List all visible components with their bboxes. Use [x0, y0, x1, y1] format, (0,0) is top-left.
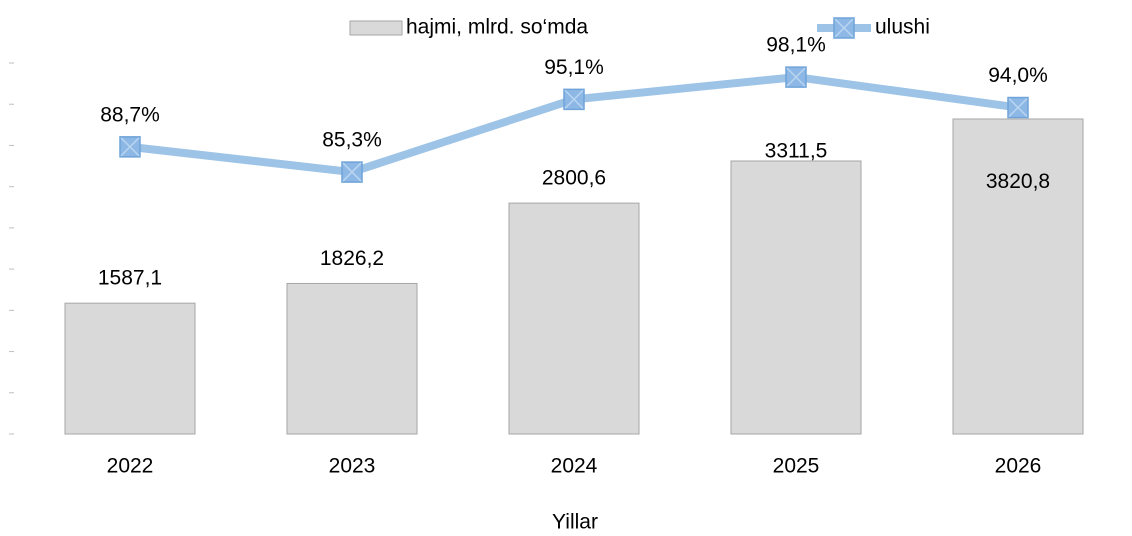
- line-marker: [563, 88, 585, 111]
- bar: [286, 282, 418, 435]
- data-label: 88,7%: [100, 103, 160, 126]
- marker-cross: [564, 89, 584, 109]
- legend-marker-cross: [834, 18, 854, 38]
- bar: [952, 118, 1084, 435]
- marker-cross: [342, 162, 362, 182]
- data-label: 1587,1: [98, 267, 162, 290]
- x-tick-label: 2022: [107, 455, 154, 478]
- data-label: 3820,8: [986, 170, 1050, 193]
- line-marker: [341, 161, 363, 183]
- legend-label: hajmi, mlrd. so‘mda: [406, 16, 588, 39]
- bar: [64, 302, 196, 435]
- data-label: 2800,6: [542, 167, 606, 190]
- legend-label: ulushi: [875, 16, 930, 39]
- x-tick-label: 2025: [773, 455, 820, 478]
- line-marker: [785, 66, 807, 88]
- x-tick-label: 2026: [995, 455, 1042, 478]
- data-label: 85,3%: [322, 129, 382, 152]
- data-label: 98,1%: [766, 34, 826, 57]
- data-label: 3311,5: [765, 140, 828, 163]
- bar: [508, 202, 640, 435]
- x-axis-title: Yillar: [552, 511, 598, 534]
- x-tick-label: 2024: [551, 455, 598, 478]
- data-label: 1826,2: [320, 247, 384, 270]
- line-marker: [1007, 96, 1029, 119]
- x-tick-label: 2023: [329, 455, 376, 478]
- data-label: 95,1%: [544, 56, 604, 79]
- marker-cross: [120, 137, 140, 157]
- bar: [730, 160, 862, 435]
- marker-cross: [786, 67, 806, 87]
- line-marker: [119, 136, 141, 158]
- legend-swatch: [349, 20, 403, 36]
- marker-cross: [1008, 97, 1028, 118]
- data-label: 94,0%: [988, 64, 1048, 87]
